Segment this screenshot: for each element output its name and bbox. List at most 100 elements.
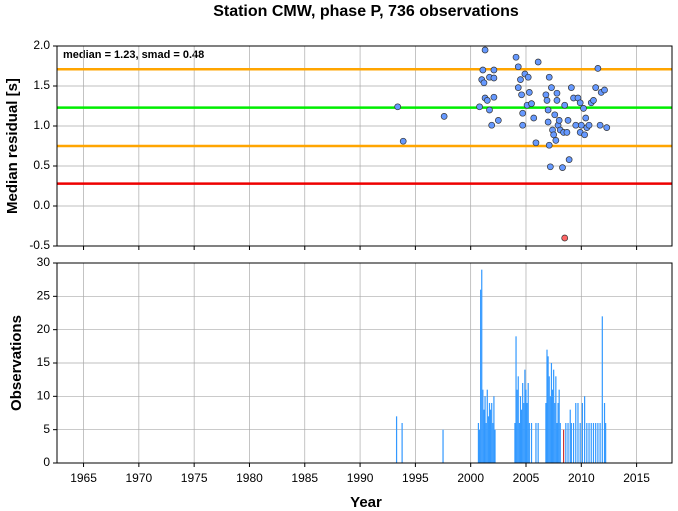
point	[564, 117, 572, 124]
chart-title: Station CMW, phase P, 736 observations	[213, 3, 519, 20]
plot-frame	[56, 262, 673, 464]
point	[559, 164, 566, 171]
y-tick-label: 1.5	[33, 78, 50, 92]
point	[594, 65, 602, 72]
y-tick-label: 0.5	[33, 158, 50, 172]
bar	[525, 389, 527, 463]
point	[546, 163, 554, 171]
y-tick-label: 0.0	[33, 198, 50, 212]
y-tick-label: 30	[37, 255, 51, 269]
point	[577, 121, 585, 129]
point	[519, 109, 527, 117]
y-tick-label: 15	[37, 355, 51, 369]
point	[543, 97, 551, 104]
x-tick-label: 1970	[126, 471, 153, 485]
y-tick-label: 1.0	[33, 118, 50, 132]
bar	[537, 423, 539, 463]
bar	[549, 396, 551, 463]
point	[479, 66, 487, 74]
bar	[558, 389, 560, 463]
point	[581, 131, 588, 139]
point	[544, 106, 552, 114]
point	[580, 105, 587, 112]
point	[394, 103, 402, 111]
x-tick-label: 1990	[347, 471, 374, 485]
point	[524, 73, 532, 81]
bar	[518, 423, 520, 463]
bar	[523, 403, 525, 463]
bar	[595, 423, 597, 463]
bar	[556, 423, 558, 463]
y-tick-label: 25	[37, 289, 51, 303]
x-tick-label: 2000	[457, 471, 484, 485]
y-tick-label: -0.5	[29, 238, 50, 252]
bar	[586, 423, 588, 463]
bar	[477, 423, 480, 463]
x-tick-label: 1975	[181, 471, 208, 485]
point	[545, 73, 553, 81]
point	[545, 141, 553, 149]
bar	[579, 423, 581, 463]
point	[548, 84, 555, 91]
point	[490, 74, 498, 82]
x-tick-label: 1980	[236, 471, 263, 485]
y-tick-label: 5	[43, 422, 50, 436]
bar	[555, 376, 557, 463]
bar	[489, 409, 492, 463]
point	[476, 103, 483, 111]
x-tick-label: 2005	[513, 471, 540, 485]
point	[525, 89, 533, 96]
bar	[570, 423, 572, 463]
bar	[590, 423, 592, 463]
point	[486, 106, 493, 114]
point	[512, 53, 520, 61]
point	[553, 89, 561, 97]
bar	[478, 429, 481, 463]
point	[552, 137, 560, 144]
bar	[592, 423, 595, 463]
bar	[603, 403, 606, 463]
point	[551, 111, 559, 119]
bar	[520, 409, 523, 463]
point	[582, 114, 590, 122]
bar	[535, 423, 537, 463]
x-tick-label: 2015	[623, 471, 650, 485]
point	[596, 121, 604, 129]
point	[517, 76, 524, 83]
bar	[494, 429, 496, 463]
point	[550, 131, 557, 139]
bar	[572, 423, 575, 463]
point	[544, 118, 552, 126]
bar	[597, 423, 599, 463]
point	[585, 121, 593, 129]
y-axis-label: Observations	[8, 315, 25, 411]
point	[553, 97, 561, 104]
bar	[395, 416, 398, 463]
bar	[601, 316, 603, 463]
bar	[559, 423, 561, 463]
bar	[491, 403, 493, 463]
y-tick-label: 0	[43, 455, 50, 469]
y-tick-label: 20	[37, 322, 51, 336]
bar	[550, 363, 553, 463]
bar	[401, 423, 403, 463]
bar	[528, 423, 530, 463]
point	[590, 97, 597, 104]
x-tick-label: 1995	[402, 471, 429, 485]
x-tick-label: 2010	[568, 471, 595, 485]
bar	[567, 423, 569, 463]
point	[481, 46, 489, 54]
point	[601, 86, 608, 94]
bar	[493, 396, 495, 463]
bar	[485, 423, 487, 463]
point	[567, 84, 575, 91]
bar	[588, 423, 590, 463]
bar	[526, 403, 528, 463]
bar	[569, 409, 571, 463]
point	[528, 100, 535, 107]
bar	[522, 383, 524, 463]
bar	[599, 423, 601, 463]
bar	[545, 403, 547, 463]
bar	[577, 403, 579, 463]
bar	[584, 396, 586, 463]
